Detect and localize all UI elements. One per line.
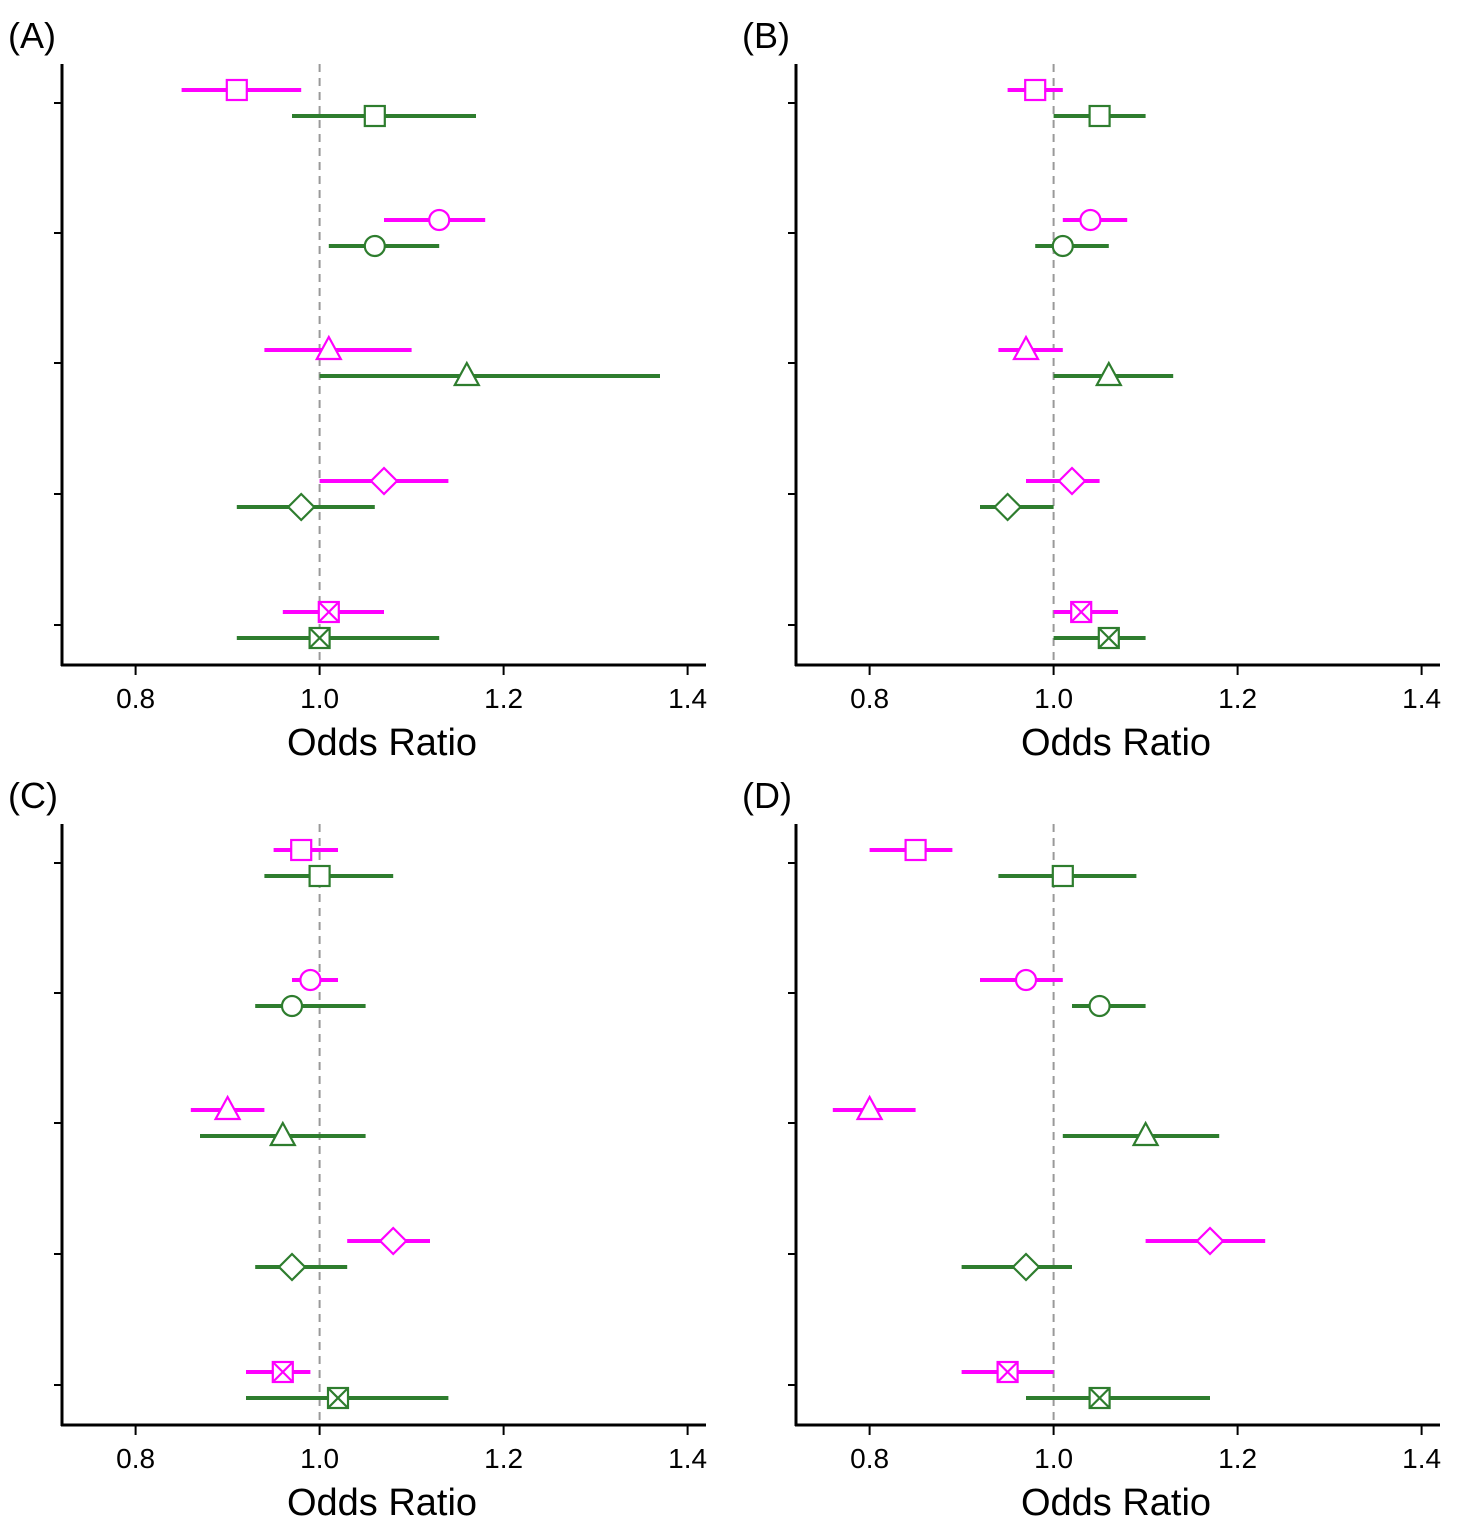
marker-diamond <box>286 492 316 522</box>
marker-boxed-x <box>308 626 331 650</box>
x-tick-label: 0.8 <box>850 683 889 714</box>
marker-triangle <box>1012 334 1040 361</box>
panel-c: (C) 0.8 1.0 1.2 1.4 Odds Ratio <box>8 775 707 1522</box>
marker-triangle <box>1094 360 1123 387</box>
marker-boxed-x <box>326 1386 350 1410</box>
marker-square <box>904 838 927 862</box>
x-tick-label: 1.4 <box>1402 683 1441 714</box>
x-tick-label: 1.0 <box>1034 683 1073 714</box>
marker-boxed-x <box>1088 1386 1111 1410</box>
marker-triangle <box>452 360 481 387</box>
x-axis-title: Odds Ratio <box>287 722 477 764</box>
marker-circle <box>1051 234 1074 258</box>
marker-circle <box>1088 994 1111 1018</box>
panel-label: (C) <box>8 775 58 816</box>
panel-label: (B) <box>742 15 790 56</box>
panel-label: (D) <box>742 775 792 816</box>
x-tick-label: 1.0 <box>1034 1443 1073 1474</box>
marker-triangle <box>855 1094 884 1121</box>
x-tick-label: 1.4 <box>668 683 707 714</box>
marker-circle <box>280 994 304 1018</box>
marker-circle <box>428 208 451 232</box>
x-tick-label: 1.0 <box>300 683 339 714</box>
marker-square <box>1088 104 1111 128</box>
marker-circle <box>1014 968 1038 992</box>
marker-triangle <box>1131 1120 1160 1147</box>
marker-boxed-x <box>317 600 340 624</box>
x-tick-label: 1.2 <box>484 683 523 714</box>
x-tick-label: 1.2 <box>1218 1443 1257 1474</box>
x-tick-label: 1.0 <box>300 1443 339 1474</box>
x-tick-label: 1.4 <box>668 1443 707 1474</box>
marker-diamond <box>378 1226 408 1256</box>
x-axis-title: Odds Ratio <box>1021 722 1211 764</box>
panel-label: (A) <box>8 15 56 56</box>
marker-boxed-x <box>1070 600 1093 624</box>
marker-boxed-x <box>996 1360 1019 1384</box>
marker-circle <box>299 968 322 992</box>
marker-diamond <box>1057 466 1087 496</box>
x-tick-label: 1.4 <box>1402 1443 1441 1474</box>
marker-square <box>225 78 248 102</box>
x-axis-title: Odds Ratio <box>1021 1482 1211 1522</box>
x-axis-title: Odds Ratio <box>287 1482 477 1522</box>
marker-triangle <box>213 1094 242 1121</box>
x-tick-label: 0.8 <box>116 683 155 714</box>
marker-triangle <box>268 1120 297 1147</box>
marker-square <box>1024 78 1047 102</box>
panel-b: (B) 0.8 1.0 1.2 1.4 Odds Ratio <box>742 15 1441 764</box>
x-tick-label: 1.2 <box>484 1443 523 1474</box>
marker-boxed-x <box>271 1360 294 1384</box>
marker-diamond <box>1195 1226 1225 1256</box>
marker-triangle <box>314 334 343 361</box>
marker-diamond <box>1011 1252 1041 1282</box>
x-tick-label: 0.8 <box>116 1443 155 1474</box>
panel-d: (D) 0.8 1.0 1.2 1.4 Odds Ratio <box>742 775 1441 1522</box>
marker-diamond <box>369 466 399 496</box>
marker-circle <box>363 234 386 258</box>
x-tick-label: 1.2 <box>1218 683 1257 714</box>
marker-circle <box>1079 208 1102 232</box>
marker-square <box>290 838 313 862</box>
marker-square <box>363 104 386 128</box>
marker-boxed-x <box>1097 626 1120 650</box>
marker-diamond <box>993 492 1023 522</box>
marker-diamond <box>277 1252 307 1282</box>
marker-square <box>308 864 331 888</box>
x-tick-label: 0.8 <box>850 1443 889 1474</box>
panel-a: (A) 0.8 1.0 1.2 1.4 Odds Ratio <box>8 15 707 764</box>
marker-square <box>1051 864 1074 888</box>
